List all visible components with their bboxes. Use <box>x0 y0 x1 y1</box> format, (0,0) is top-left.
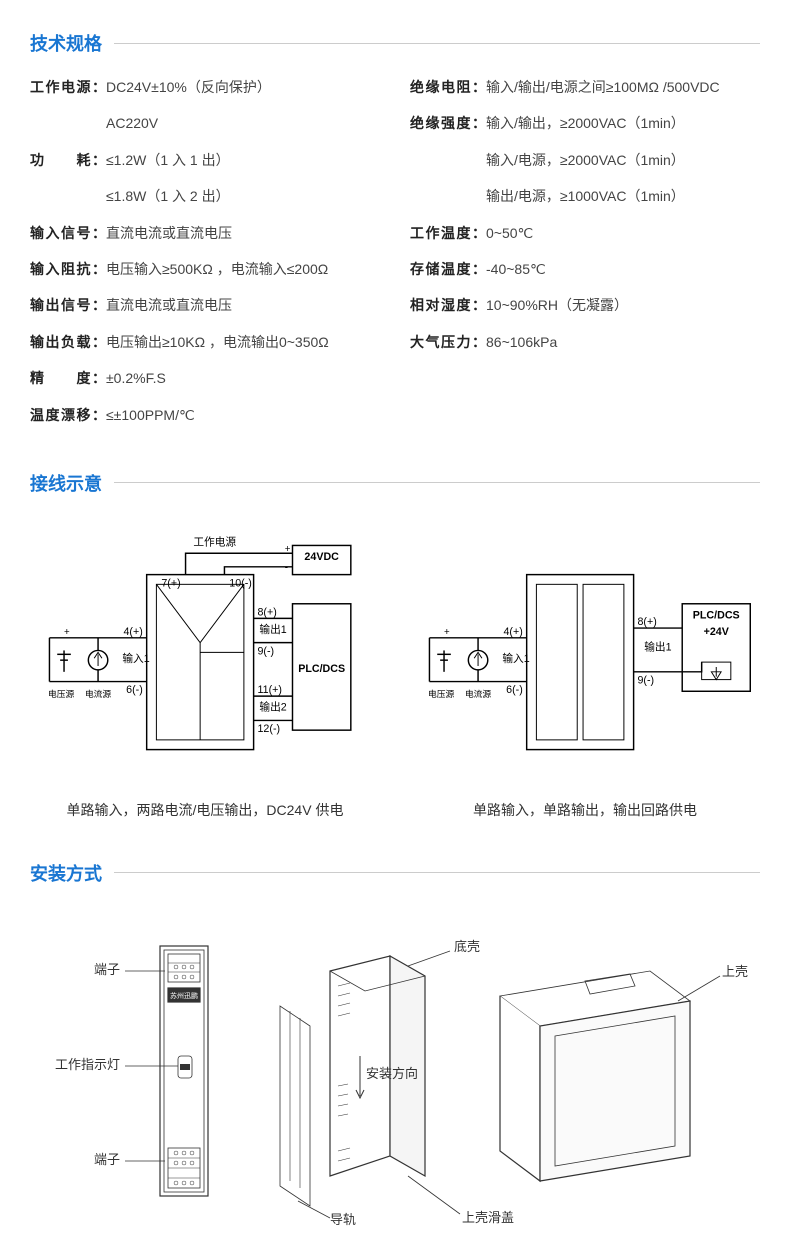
spec-label: 存储温度 <box>410 258 486 280</box>
spec-col-right: 绝缘电阻输入/输出/电源之间≥100MΩ /500VDC 绝缘强度输入/输出，≥… <box>410 76 760 440</box>
spec-table: 工作电源DC24V±10%（反向保护） AC220V 功 耗≤1.2W（1 入 … <box>30 76 760 440</box>
spec-value: 直流电流或直流电压 <box>106 294 232 316</box>
section-line <box>114 872 760 873</box>
svg-text:8(+): 8(+) <box>637 616 656 628</box>
install-svg: 端子 工作指示灯 端子 苏州迅鹏 导轨 安装方向 底壳 上壳滑盖 上壳 <box>30 926 760 1226</box>
wiring-row: 24VDC + - PLC/DCS 工作电源 7(+) 10(-) 8(+) 输出… <box>30 526 760 820</box>
spec-label: 精 度 <box>30 367 106 389</box>
svg-text:电流源: 电流源 <box>85 688 111 699</box>
spec-value: 输出/电源，≥1000VAC（1min） <box>486 185 685 207</box>
svg-text:输入1: 输入1 <box>122 652 149 665</box>
spec-value: 输入/输出，≥2000VAC（1min） <box>486 112 685 134</box>
section-title-specs: 技术规格 <box>30 30 114 56</box>
spec-value: 10~90%RH（无凝露） <box>486 294 628 316</box>
svg-text:端子: 端子 <box>94 1152 120 1167</box>
wiring-svg-2: PLC/DCS +24V 8(+) 输出1 9(-) 4(+) 输入1 6(-)… <box>410 526 760 779</box>
svg-text:11(+): 11(+) <box>257 684 281 696</box>
svg-text:+: + <box>444 627 450 638</box>
svg-text:电压源: 电压源 <box>48 688 74 699</box>
spec-value: 0~50℃ <box>486 222 533 244</box>
section-header-install: 安装方式 <box>30 860 760 886</box>
spec-label: 绝缘强度 <box>410 112 486 134</box>
svg-text:上壳: 上壳 <box>722 964 748 979</box>
svg-text:4(+): 4(+) <box>123 626 142 638</box>
svg-text:PLC/DCS: PLC/DCS <box>298 663 345 675</box>
svg-text:+24V: +24V <box>704 626 730 638</box>
spec-label: 工作电源 <box>30 76 106 98</box>
svg-text:苏州迅鹏: 苏州迅鹏 <box>170 991 198 1000</box>
wiring-diagram-2: PLC/DCS +24V 8(+) 输出1 9(-) 4(+) 输入1 6(-)… <box>410 526 760 820</box>
section-line <box>114 482 760 483</box>
svg-text:导轨: 导轨 <box>330 1212 356 1226</box>
spec-value: 输入/电源，≥2000VAC（1min） <box>486 149 685 171</box>
spec-value: 直流电流或直流电压 <box>106 222 232 244</box>
spec-value: DC24V±10%（反向保护） <box>106 76 271 98</box>
spec-value: 输入/输出/电源之间≥100MΩ /500VDC <box>486 76 720 98</box>
section-title-wiring: 接线示意 <box>30 470 114 496</box>
spec-label: 输入信号 <box>30 222 106 244</box>
section-header-specs: 技术规格 <box>30 30 760 56</box>
spec-label-empty <box>410 185 486 207</box>
spec-value: -40~85℃ <box>486 258 546 280</box>
section-line <box>114 43 760 44</box>
svg-text:8(+): 8(+) <box>257 606 276 618</box>
section-header-wiring: 接线示意 <box>30 470 760 496</box>
svg-text:工作电源: 工作电源 <box>193 535 236 548</box>
svg-text:+: + <box>64 627 70 638</box>
spec-label: 温度漂移 <box>30 404 106 426</box>
wiring-caption-2: 单路输入，单路输出，输出回路供电 <box>410 800 760 820</box>
spec-label-empty <box>30 112 106 134</box>
svg-text:9(-): 9(-) <box>257 645 274 657</box>
spec-label: 大气压力 <box>410 331 486 353</box>
svg-text:输出1: 输出1 <box>644 640 671 653</box>
svg-text:6(-): 6(-) <box>126 684 143 696</box>
svg-text:上壳滑盖: 上壳滑盖 <box>462 1210 514 1225</box>
svg-text:电压源: 电压源 <box>428 688 454 699</box>
svg-text:工作指示灯: 工作指示灯 <box>55 1057 120 1072</box>
svg-text:6(-): 6(-) <box>506 684 523 696</box>
svg-text:安装方向: 安装方向 <box>366 1066 418 1081</box>
spec-label: 输出信号 <box>30 294 106 316</box>
spec-value: ≤1.2W（1 入 1 出） <box>106 149 230 171</box>
svg-text:10(-): 10(-) <box>229 577 252 589</box>
spec-label-empty <box>410 149 486 171</box>
spec-value: AC220V <box>106 112 158 134</box>
svg-text:PLC/DCS: PLC/DCS <box>693 609 740 621</box>
svg-text:24VDC: 24VDC <box>304 551 339 563</box>
spec-label-empty <box>30 185 106 207</box>
svg-text:9(-): 9(-) <box>637 674 654 686</box>
wiring-diagram-1: 24VDC + - PLC/DCS 工作电源 7(+) 10(-) 8(+) 输出… <box>30 526 380 820</box>
svg-text:电流源: 电流源 <box>465 688 491 699</box>
svg-text:输出2: 输出2 <box>259 701 286 714</box>
section-title-install: 安装方式 <box>30 860 114 886</box>
spec-col-left: 工作电源DC24V±10%（反向保护） AC220V 功 耗≤1.2W（1 入 … <box>30 76 380 440</box>
svg-text:输出1: 输出1 <box>259 623 286 636</box>
spec-label: 相对湿度 <box>410 294 486 316</box>
spec-value: 86~106kPa <box>486 331 557 353</box>
spec-value: ≤±100PPM/℃ <box>106 404 195 426</box>
wiring-svg-1: 24VDC + - PLC/DCS 工作电源 7(+) 10(-) 8(+) 输出… <box>30 526 380 779</box>
svg-text:4(+): 4(+) <box>503 626 522 638</box>
spec-label: 功 耗 <box>30 149 106 171</box>
spec-value: 电压输入≥500KΩ ，电流输入≤200Ω <box>106 258 328 280</box>
svg-text:端子: 端子 <box>94 962 120 977</box>
spec-value: ±0.2%F.S <box>106 367 166 389</box>
wiring-caption-1: 单路输入，两路电流/电压输出，DC24V 供电 <box>30 800 380 820</box>
svg-text:+: + <box>285 544 291 555</box>
svg-text:-: - <box>285 563 288 574</box>
spec-label: 输出负载 <box>30 331 106 353</box>
spec-label: 输入阻抗 <box>30 258 106 280</box>
svg-text:12(-): 12(-) <box>257 723 280 735</box>
spec-label: 绝缘电阻 <box>410 76 486 98</box>
spec-value: ≤1.8W（1 入 2 出） <box>106 185 230 207</box>
spec-label: 工作温度 <box>410 222 486 244</box>
svg-text:底壳: 底壳 <box>454 939 480 954</box>
svg-text:输入1: 输入1 <box>502 652 529 665</box>
svg-text:7(+): 7(+) <box>161 577 180 589</box>
spec-value: 电压输出≥10KΩ ，电流输出0~350Ω <box>106 331 329 353</box>
